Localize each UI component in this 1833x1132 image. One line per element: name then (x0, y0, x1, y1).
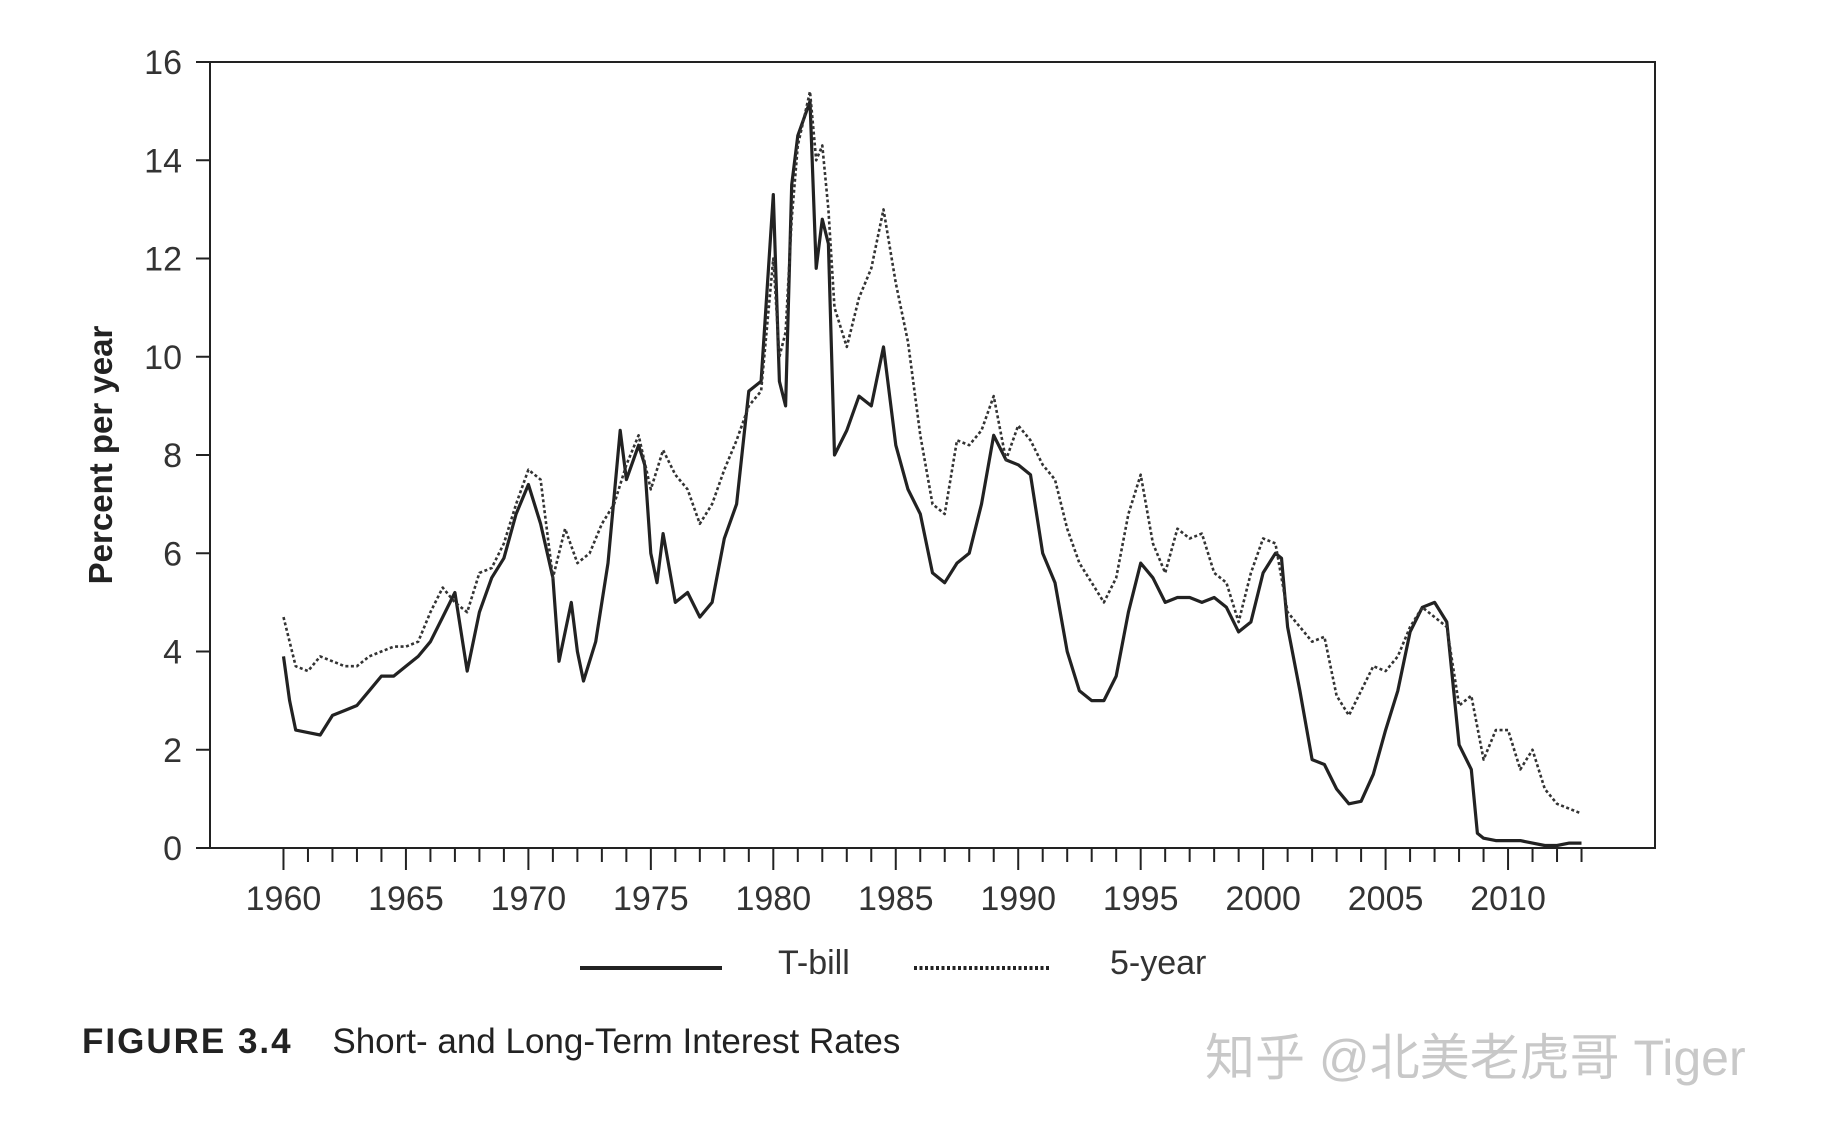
series-line-5-year (282, 90, 1582, 815)
x-axis: 1960 1965 1970 1975 1980 1985 1990 1995 2000 2005… (246, 848, 1583, 918)
legend-label-5year: 5-year (1110, 944, 1206, 982)
y-tick-label: 0 (163, 830, 182, 868)
y-axis: 0 2 4 6 8 10 12 14 16 (144, 44, 210, 868)
series-line-t-bill (281, 99, 1582, 848)
y-tick-label: 10 (144, 339, 182, 377)
x-tick-label: 1960 (246, 880, 322, 918)
y-tick-label: 6 (163, 535, 182, 573)
legend: T-bill 5-year (580, 944, 1206, 982)
x-tick-label: 1965 (368, 880, 444, 918)
y-tick-label: 16 (144, 44, 182, 82)
x-tick-label: 2000 (1225, 880, 1301, 918)
x-tick-label: 2010 (1470, 880, 1546, 918)
y-tick-label: 14 (144, 142, 182, 180)
legend-label-tbill: T-bill (778, 944, 850, 982)
y-tick-label: 2 (163, 732, 182, 770)
x-tick-label: 1995 (1103, 880, 1179, 918)
y-tick-label: 4 (163, 634, 182, 672)
x-tick-label: 1990 (980, 880, 1056, 918)
x-tick-label: 1980 (735, 880, 811, 918)
figure-number: FIGURE 3.4 (82, 1022, 293, 1061)
plot-frame (209, 61, 1656, 849)
figure-caption: FIGURE 3.4 Short- and Long-Term Interest… (82, 1022, 900, 1062)
x-tick-label: 1985 (858, 880, 934, 918)
x-tick-label: 1970 (491, 880, 567, 918)
x-tick-label: 1975 (613, 880, 689, 918)
x-tick-label: 2005 (1348, 880, 1424, 918)
watermark: 知乎 @北美老虎哥 Tiger (1205, 1030, 1746, 1086)
figure-title: Short- and Long-Term Interest Rates (332, 1022, 901, 1061)
y-axis-label: Percent per year (82, 326, 119, 585)
series-layer (281, 90, 1582, 848)
y-tick-label: 8 (163, 437, 182, 475)
y-tick-label: 12 (144, 241, 182, 279)
